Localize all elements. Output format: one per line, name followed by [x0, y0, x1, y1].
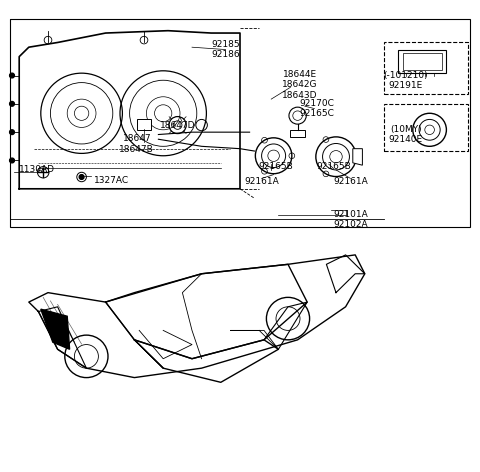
FancyBboxPatch shape: [290, 130, 305, 137]
Text: (10MY)
92140E: (10MY) 92140E: [388, 125, 423, 144]
Text: 92161A: 92161A: [244, 177, 279, 186]
Circle shape: [10, 101, 14, 106]
Text: 92170C
92165C: 92170C 92165C: [300, 99, 334, 118]
FancyBboxPatch shape: [403, 53, 442, 70]
Text: 92165B: 92165B: [259, 161, 293, 171]
FancyBboxPatch shape: [137, 119, 151, 130]
Bar: [384, 104, 468, 151]
Circle shape: [10, 158, 14, 163]
Text: 92185
92186: 92185 92186: [211, 40, 240, 59]
Circle shape: [10, 73, 14, 78]
Polygon shape: [353, 149, 362, 165]
Circle shape: [10, 130, 14, 135]
Polygon shape: [41, 309, 70, 349]
Text: 1327AC: 1327AC: [94, 176, 129, 185]
Bar: [10, 19, 470, 227]
Text: 18644E
18642G
18643D: 18644E 18642G 18643D: [282, 70, 318, 100]
Text: (-101210)
92191E: (-101210) 92191E: [384, 70, 428, 90]
Text: 18647D: 18647D: [160, 120, 195, 130]
Text: 1130AD: 1130AD: [19, 165, 55, 175]
Bar: [384, 42, 468, 94]
FancyBboxPatch shape: [398, 50, 446, 73]
Text: 92165B: 92165B: [316, 161, 351, 171]
Text: 92101A
92102A: 92101A 92102A: [333, 210, 368, 229]
Circle shape: [79, 175, 84, 179]
Text: 18647
18647B: 18647 18647B: [120, 134, 154, 154]
Text: 92161A: 92161A: [333, 177, 368, 186]
